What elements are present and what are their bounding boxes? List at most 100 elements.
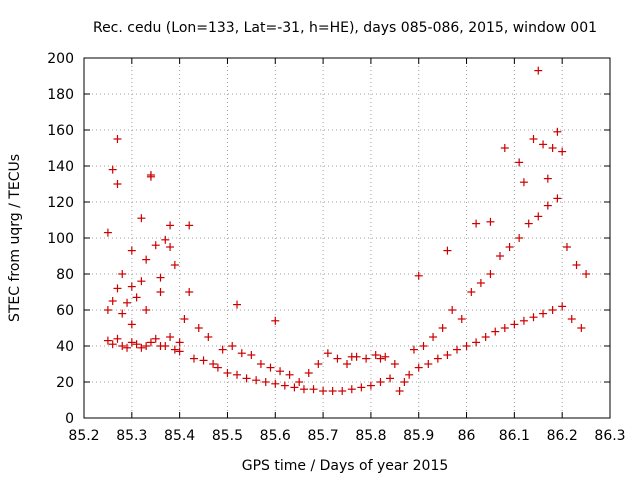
data-point xyxy=(515,158,524,167)
y-tick-label: 160 xyxy=(47,123,74,139)
data-point xyxy=(113,180,122,188)
data-point xyxy=(448,306,457,314)
y-tick-label: 60 xyxy=(56,303,74,319)
data-point xyxy=(362,354,371,363)
data-point xyxy=(419,342,428,350)
data-point xyxy=(491,327,500,336)
data-point xyxy=(132,293,141,302)
data-point xyxy=(175,338,184,347)
y-tick-label: 40 xyxy=(56,339,74,355)
data-point xyxy=(376,378,385,386)
x-axis-label: GPS time / Days of year 2015 xyxy=(242,458,449,474)
data-point xyxy=(314,360,323,368)
data-point xyxy=(285,370,294,379)
data-point xyxy=(180,315,189,323)
y-tick-label: 180 xyxy=(47,87,74,103)
x-tick-label: 85.6 xyxy=(260,428,291,444)
data-point xyxy=(376,354,385,363)
data-point xyxy=(137,343,146,352)
data-point xyxy=(414,271,423,280)
data-point xyxy=(113,334,122,343)
data-point xyxy=(252,376,261,385)
data-point xyxy=(529,135,538,143)
data-point xyxy=(199,356,208,365)
data-point xyxy=(567,315,576,323)
data-point xyxy=(127,338,136,347)
data-point xyxy=(218,345,227,354)
x-tick-label: 85.8 xyxy=(355,428,386,444)
data-point xyxy=(452,345,461,354)
data-point xyxy=(424,360,433,368)
data-point xyxy=(123,343,132,352)
data-point xyxy=(409,345,418,354)
data-point xyxy=(185,221,194,230)
data-point xyxy=(529,313,538,322)
data-point xyxy=(543,201,552,210)
data-point xyxy=(161,235,170,244)
data-point xyxy=(113,284,122,293)
x-tick-label: 85.5 xyxy=(212,428,243,444)
data-point xyxy=(132,340,141,349)
data-point xyxy=(543,174,552,183)
data-point xyxy=(414,363,423,372)
data-point xyxy=(462,342,471,350)
data-point xyxy=(319,387,328,395)
y-tick-label: 20 xyxy=(56,375,74,391)
data-point xyxy=(519,178,528,187)
data-point xyxy=(328,387,337,395)
data-point xyxy=(127,282,136,291)
data-point xyxy=(524,219,533,228)
data-point xyxy=(395,387,404,395)
data-point xyxy=(347,385,356,394)
y-tick-label: 0 xyxy=(65,411,74,427)
data-point xyxy=(366,381,375,390)
data-point xyxy=(343,360,351,368)
x-tick-label: 85.4 xyxy=(164,428,195,444)
data-point xyxy=(472,219,481,228)
data-point xyxy=(548,144,557,152)
axis-ticks: 85.2 85.3 85.4 85.5 85.6 85.7 85.8 85.9 86 86.1 86… xyxy=(47,51,625,444)
data-point xyxy=(357,383,366,392)
data-point xyxy=(103,228,112,237)
data-point xyxy=(156,288,165,296)
data-point xyxy=(127,320,136,329)
x-tick-label: 85.2 xyxy=(68,428,99,444)
data-point xyxy=(142,342,151,350)
data-point xyxy=(295,378,304,386)
data-point xyxy=(500,144,509,152)
data-point xyxy=(137,214,146,223)
data-point xyxy=(103,306,112,314)
data-point xyxy=(266,363,275,372)
data-point xyxy=(271,316,280,325)
data-point xyxy=(381,352,390,361)
data-point xyxy=(405,370,414,379)
data-point xyxy=(323,349,332,358)
data-point xyxy=(400,378,409,386)
data-point xyxy=(156,273,165,282)
data-point xyxy=(390,360,399,368)
data-point xyxy=(347,352,356,361)
data-point xyxy=(123,298,132,307)
data-point xyxy=(151,241,160,250)
data-point xyxy=(137,277,146,286)
grid-lines xyxy=(84,58,610,418)
data-point xyxy=(553,127,562,136)
data-point xyxy=(486,217,495,226)
data-point xyxy=(515,234,524,242)
chart-title: Rec. cedu (Lon=133, Lat=-31, h=HE), days… xyxy=(93,20,597,36)
x-tick-label: 85.3 xyxy=(116,428,147,444)
data-point xyxy=(233,370,242,379)
data-point xyxy=(457,315,466,323)
data-point xyxy=(309,385,318,394)
x-tick-label: 85.9 xyxy=(403,428,434,444)
data-point xyxy=(481,333,490,341)
data-point xyxy=(539,140,548,149)
data-point xyxy=(118,309,127,318)
data-point xyxy=(194,324,203,332)
data-point xyxy=(233,300,242,309)
data-point xyxy=(486,270,495,278)
x-tick-label: 85.7 xyxy=(308,428,339,444)
data-point xyxy=(505,243,514,251)
y-axis-label: STEC from uqrg / TECUs xyxy=(7,154,23,322)
